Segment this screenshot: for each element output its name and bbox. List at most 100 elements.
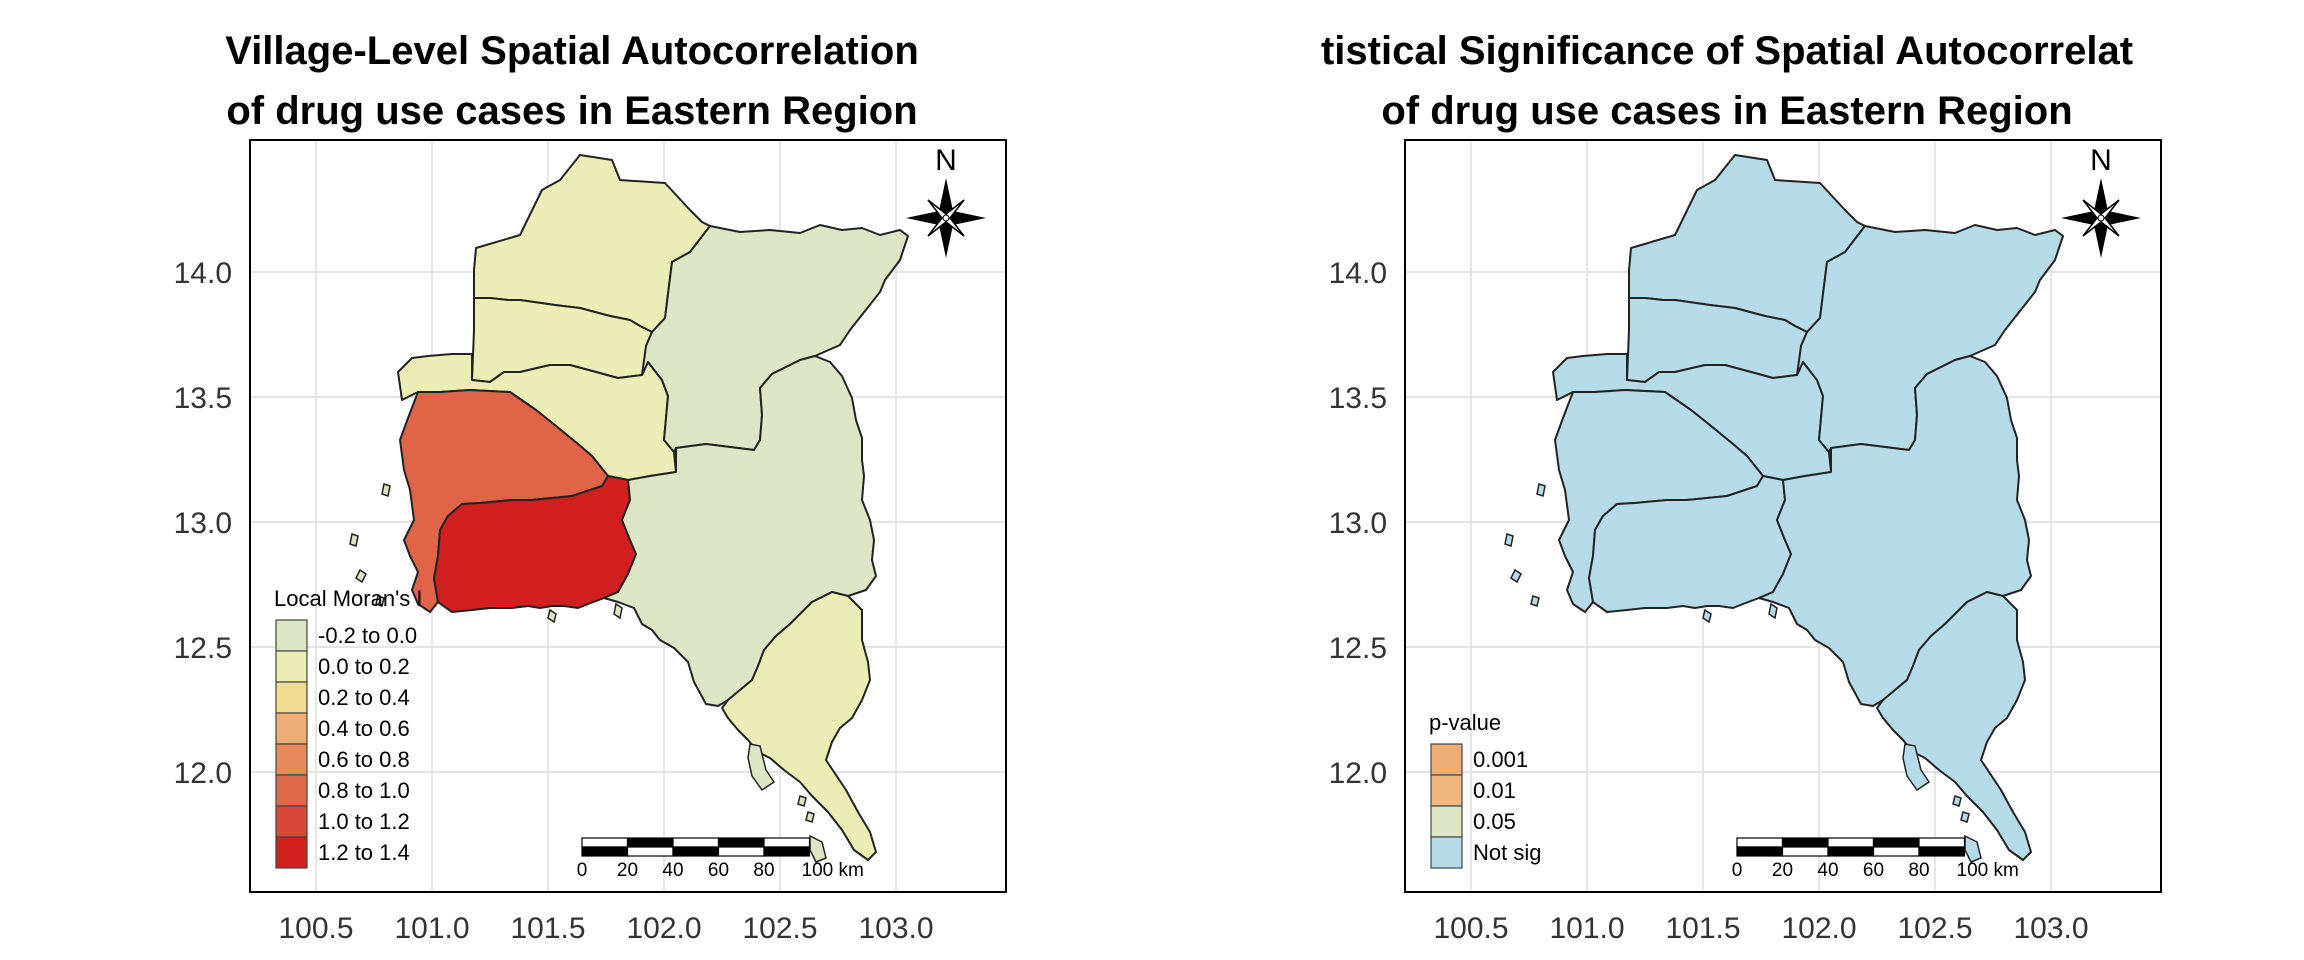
map-panel-2: tistical Significance of Spatial Autocor… — [1321, 29, 2162, 945]
scale-bar-label: 40 — [662, 860, 683, 881]
legend-swatch — [275, 619, 308, 652]
north-arrow-icon: N — [906, 144, 986, 258]
island — [747, 743, 776, 792]
legend-title: Local Moran's I — [274, 586, 423, 611]
scale-bar-label: 60 — [708, 860, 729, 881]
legend-item-label: 0.6 to 0.8 — [318, 747, 410, 772]
region-center_south — [1588, 475, 1792, 613]
map-title-line1: tistical Significance of Spatial Autocor… — [1321, 29, 2133, 73]
island — [1536, 483, 1546, 497]
legend-item-label: Not sig — [1473, 840, 1541, 865]
island — [375, 595, 385, 607]
scale-bar-label: 0 — [577, 860, 588, 881]
island — [1510, 568, 1522, 584]
scale-bar-label: 60 — [1863, 860, 1884, 881]
y-tick-label: 13.5 — [174, 382, 232, 415]
island — [355, 568, 367, 584]
x-tick-label: 101.5 — [1665, 912, 1740, 945]
island — [809, 834, 827, 863]
x-tick-label: 100.5 — [278, 912, 353, 945]
scale-bar-label: 80 — [753, 860, 774, 881]
legend-item-label: 0.4 to 0.6 — [318, 716, 410, 741]
y-tick-label: 13.0 — [174, 507, 232, 540]
island — [1964, 834, 1982, 863]
legend-swatch — [1430, 836, 1463, 869]
map-panel-1: Village-Level Spatial Autocorrelation of … — [174, 29, 1007, 945]
island — [1952, 795, 1962, 807]
x-tick-label: 101.0 — [394, 912, 469, 945]
y-tick-label: 13.0 — [1329, 507, 1387, 540]
island — [547, 608, 557, 624]
north-label: N — [935, 144, 957, 177]
island — [1960, 811, 1970, 823]
x-tick-label: 102.5 — [1897, 912, 1972, 945]
legend-swatch — [1430, 805, 1463, 838]
island — [1702, 608, 1712, 624]
island — [797, 795, 807, 807]
map-frame — [249, 139, 1007, 893]
scale-bar: 0 20 40 60 80 100 km — [1732, 837, 2019, 881]
map-title-line2: of drug use cases in Eastern Region — [226, 89, 917, 133]
legend-swatch — [275, 712, 308, 745]
legend-item-label: 0.01 — [1473, 778, 1516, 803]
legend-item-label: 0.8 to 1.0 — [318, 778, 410, 803]
legend-item-label: 0.05 — [1473, 809, 1516, 834]
region-center_south — [433, 475, 637, 613]
legend-swatch — [275, 805, 308, 838]
island — [349, 533, 359, 547]
scale-bar: 0 20 40 60 80 100 km — [577, 837, 864, 881]
y-tick-label: 14.0 — [1329, 257, 1387, 290]
island — [1768, 602, 1778, 620]
x-tick-label: 102.5 — [742, 912, 817, 945]
map-title-line2: of drug use cases in Eastern Region — [1381, 89, 2072, 133]
scale-bar-label: 80 — [1908, 860, 1929, 881]
map-legend: Local Moran's I -0.2 to 0.0 0.0 to 0.2 0.2 … — [274, 586, 423, 869]
legend-swatch — [1430, 743, 1463, 776]
legend-swatch — [275, 774, 308, 807]
map-regions — [1504, 154, 2064, 863]
y-tick-label: 12.0 — [174, 757, 232, 790]
y-tick-label: 13.5 — [1329, 382, 1387, 415]
x-tick-label: 101.5 — [510, 912, 585, 945]
legend-swatch — [275, 681, 308, 714]
legend-item-label: 1.2 to 1.4 — [318, 840, 410, 865]
scale-bar-label: 0 — [1732, 860, 1743, 881]
x-tick-label: 103.0 — [858, 912, 933, 945]
x-tick-label: 101.0 — [1549, 912, 1624, 945]
region-se_tail — [1876, 591, 2032, 861]
map-regions — [349, 154, 909, 863]
island — [1504, 533, 1514, 547]
legend-item-label: 0.2 to 0.4 — [318, 685, 410, 710]
x-tick-label: 100.5 — [1433, 912, 1508, 945]
y-tick-label: 12.5 — [1329, 632, 1387, 665]
scale-bar-label: 100 km — [802, 860, 864, 881]
map-frame — [1404, 139, 2162, 893]
north-arrow-icon: N — [2061, 144, 2141, 258]
scale-bar-label: 40 — [1817, 860, 1838, 881]
legend-item-label: -0.2 to 0.0 — [318, 623, 417, 648]
x-tick-label: 102.0 — [626, 912, 701, 945]
scale-bar-label: 20 — [1772, 860, 1793, 881]
legend-swatch — [1430, 774, 1463, 807]
legend-item-label: 0.001 — [1473, 747, 1528, 772]
scale-bar-label: 20 — [617, 860, 638, 881]
legend-title: p-value — [1429, 710, 1501, 735]
x-tick-label: 102.0 — [1781, 912, 1856, 945]
y-tick-label: 12.0 — [1329, 757, 1387, 790]
island — [613, 602, 623, 620]
map-legend: p-value 0.001 0.01 0.05 Not sig — [1429, 710, 1541, 869]
legend-swatch — [275, 836, 308, 869]
y-tick-label: 14.0 — [174, 257, 232, 290]
island — [1902, 743, 1931, 792]
island — [805, 811, 815, 823]
region-se_tail — [721, 591, 877, 861]
island — [1530, 595, 1540, 607]
legend-swatch — [275, 650, 308, 683]
y-tick-label: 12.5 — [174, 632, 232, 665]
scale-bar-label: 100 km — [1957, 860, 2019, 881]
legend-swatch — [275, 743, 308, 776]
legend-item-label: 0.0 to 0.2 — [318, 654, 410, 679]
map-title-line1: Village-Level Spatial Autocorrelation — [225, 29, 919, 73]
north-label: N — [2090, 144, 2112, 177]
